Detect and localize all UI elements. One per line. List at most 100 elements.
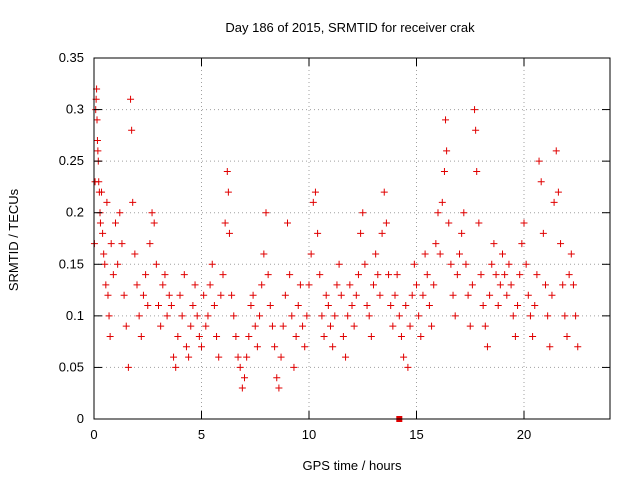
data-point xyxy=(393,271,401,279)
data-point xyxy=(331,312,339,320)
data-point xyxy=(430,281,438,289)
data-point xyxy=(288,312,296,320)
x-tick-label: 10 xyxy=(302,427,316,442)
data-point xyxy=(557,240,565,248)
data-point xyxy=(170,353,178,361)
data-point xyxy=(161,271,169,279)
x-tick-label: 20 xyxy=(517,427,531,442)
y-tick-label: 0.3 xyxy=(66,102,84,117)
data-point xyxy=(193,312,201,320)
data-point xyxy=(102,281,110,289)
x-tick-label: 0 xyxy=(90,427,97,442)
data-point xyxy=(348,302,356,310)
data-point xyxy=(320,332,328,340)
data-point xyxy=(565,271,573,279)
data-point xyxy=(262,209,270,217)
data-point xyxy=(204,312,212,320)
data-point xyxy=(501,271,509,279)
data-point xyxy=(428,322,436,330)
data-point xyxy=(129,198,137,206)
data-point xyxy=(374,271,382,279)
data-point xyxy=(458,229,466,237)
data-point xyxy=(406,322,414,330)
data-point xyxy=(109,271,117,279)
data-point xyxy=(318,312,326,320)
data-point xyxy=(464,291,472,299)
data-point xyxy=(150,219,158,227)
data-point xyxy=(567,250,575,258)
data-point xyxy=(225,229,233,237)
data-point xyxy=(301,343,309,351)
data-point xyxy=(539,229,547,237)
data-point xyxy=(98,188,106,196)
data-point xyxy=(569,281,577,289)
data-point xyxy=(389,322,397,330)
data-point xyxy=(402,302,410,310)
data-point xyxy=(101,260,109,268)
data-points xyxy=(90,85,582,422)
data-point xyxy=(238,384,246,392)
data-point xyxy=(139,291,147,299)
data-point xyxy=(247,302,255,310)
data-point xyxy=(391,291,399,299)
data-point xyxy=(120,291,128,299)
data-point xyxy=(507,281,515,289)
data-point xyxy=(118,240,126,248)
data-point xyxy=(546,343,554,351)
data-point xyxy=(215,353,223,361)
data-point xyxy=(361,260,369,268)
data-point xyxy=(522,260,530,268)
data-point xyxy=(178,312,186,320)
data-point xyxy=(219,271,227,279)
data-point xyxy=(408,291,416,299)
data-point xyxy=(511,332,519,340)
data-point xyxy=(131,250,139,258)
data-point xyxy=(359,209,367,217)
data-point xyxy=(273,374,281,382)
data-point xyxy=(378,229,386,237)
data-point xyxy=(230,312,238,320)
data-point xyxy=(241,374,248,382)
data-point xyxy=(185,353,193,361)
data-point xyxy=(157,322,165,330)
data-point xyxy=(260,250,268,258)
data-point xyxy=(236,363,244,371)
data-point xyxy=(290,363,298,371)
data-point xyxy=(367,332,375,340)
data-point xyxy=(462,260,470,268)
data-point xyxy=(499,250,506,258)
data-point xyxy=(477,271,485,279)
data-point xyxy=(382,219,390,227)
data-point xyxy=(296,281,304,289)
data-point xyxy=(96,219,104,227)
data-point xyxy=(526,312,534,320)
data-point xyxy=(387,302,395,310)
y-tick-label: 0.35 xyxy=(59,50,84,65)
data-point xyxy=(284,219,291,227)
data-point xyxy=(453,271,461,279)
data-point xyxy=(490,240,498,248)
data-point xyxy=(552,147,560,155)
data-point xyxy=(232,332,240,340)
data-point xyxy=(350,322,358,330)
data-point xyxy=(531,302,539,310)
data-point xyxy=(415,312,423,320)
y-tick-label: 0.25 xyxy=(59,153,84,168)
y-tick-label: 0.2 xyxy=(66,205,84,220)
data-point xyxy=(148,209,156,217)
data-point xyxy=(333,281,341,289)
y-tick-label: 0.1 xyxy=(66,308,84,323)
data-point xyxy=(137,332,145,340)
data-point xyxy=(112,219,119,227)
data-point xyxy=(279,322,287,330)
data-point xyxy=(533,271,541,279)
data-point xyxy=(224,188,232,196)
data-point xyxy=(198,343,205,351)
data-point xyxy=(544,312,552,320)
data-point xyxy=(165,291,173,299)
y-tick-label: 0.05 xyxy=(59,359,84,374)
data-point xyxy=(258,281,266,289)
data-point xyxy=(187,322,195,330)
